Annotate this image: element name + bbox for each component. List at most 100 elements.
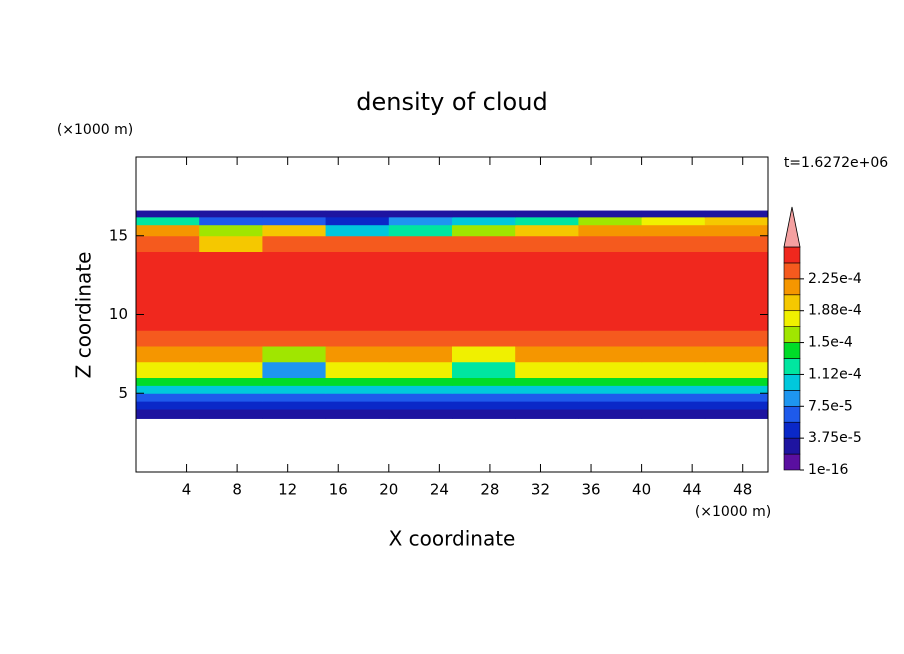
y-axis-label: Z coordinate xyxy=(72,252,96,379)
contour-cell xyxy=(136,224,200,237)
contour-cell xyxy=(199,330,263,347)
colorbar-box xyxy=(783,374,801,391)
contour-cell xyxy=(199,401,263,410)
contour-cell xyxy=(262,361,327,378)
contour-cell xyxy=(515,235,579,252)
x-axis-label: X coordinate xyxy=(389,527,516,551)
contour-cell xyxy=(515,377,579,386)
contour-cell xyxy=(704,401,769,410)
contour-cell xyxy=(388,393,453,402)
colorbar-label: 3.75e-5 xyxy=(808,430,862,446)
contour-cell xyxy=(704,235,769,252)
contour-cell xyxy=(452,361,516,378)
colorbar-box xyxy=(783,342,801,359)
contour-cell xyxy=(325,216,390,226)
contour-cell xyxy=(641,224,706,237)
contour-cell xyxy=(452,251,516,268)
contour-cell xyxy=(262,401,327,410)
contour-cell xyxy=(704,330,769,347)
contour-cell xyxy=(515,251,579,268)
x-tick-label: 24 xyxy=(430,481,449,499)
contour-cell xyxy=(325,267,390,331)
colorbar-box xyxy=(783,326,801,343)
contour-cell xyxy=(452,235,516,252)
chart-title: density of cloud xyxy=(356,88,547,116)
contour-cell xyxy=(388,210,453,218)
contour-cell xyxy=(452,210,516,218)
colorbar-box xyxy=(783,358,801,375)
contour-cell xyxy=(452,224,516,237)
contour-cell xyxy=(136,210,200,218)
contour-cell xyxy=(199,267,263,331)
contour-cell xyxy=(136,385,200,394)
contour-cell xyxy=(388,235,453,252)
contour-cell xyxy=(262,346,327,363)
x-tick-label: 16 xyxy=(329,481,348,499)
contour-cell xyxy=(704,210,769,218)
contour-cell xyxy=(325,235,390,252)
contour-cell xyxy=(515,210,579,218)
contour-cell xyxy=(199,210,263,218)
colorbar-box xyxy=(783,421,801,439)
contour-cell xyxy=(325,330,390,347)
contour-cell xyxy=(199,393,263,402)
contour-cell xyxy=(136,330,200,347)
contour-cell xyxy=(388,401,453,410)
contour-cell xyxy=(388,216,453,226)
contour-cell xyxy=(515,393,579,402)
contour-cell xyxy=(262,377,327,386)
contour-cell xyxy=(641,393,706,402)
x-tick-label: 44 xyxy=(683,481,702,499)
contour-cell xyxy=(578,235,643,252)
contour-cell xyxy=(325,377,390,386)
contour-cell xyxy=(452,385,516,394)
y-tick-label: 5 xyxy=(118,384,128,402)
contour-cell xyxy=(641,361,706,378)
contour-cell xyxy=(578,361,643,378)
contour-cell xyxy=(704,267,769,331)
x-tick-label: 20 xyxy=(379,481,398,499)
contour-cell xyxy=(578,330,643,347)
time-annotation: t=1.6272e+06 xyxy=(784,155,888,171)
x-tick-label: 12 xyxy=(278,481,297,499)
x-tick-label: 8 xyxy=(232,481,242,499)
contour-cell xyxy=(641,377,706,386)
contour-cell xyxy=(515,409,579,419)
x-tick-label: 32 xyxy=(531,481,550,499)
contour-cell xyxy=(199,346,263,363)
contour-cell xyxy=(515,267,579,331)
colorbar-box xyxy=(783,310,801,327)
contour-cell xyxy=(199,224,263,237)
contour-cell xyxy=(136,377,200,386)
contour-cell xyxy=(515,330,579,347)
contour-cell xyxy=(262,235,327,252)
contour-cell xyxy=(641,385,706,394)
contour-cell xyxy=(325,361,390,378)
x-tick-label: 48 xyxy=(733,481,752,499)
contour-cell xyxy=(704,385,769,394)
contour-cell xyxy=(325,385,390,394)
colorbar-label: 1.5e-4 xyxy=(808,335,853,351)
contour-cell xyxy=(388,385,453,394)
contour-cell xyxy=(136,409,200,419)
contour-cell xyxy=(388,377,453,386)
contour-cell xyxy=(704,346,769,363)
contour-cell xyxy=(641,235,706,252)
contour-cell xyxy=(325,224,390,237)
contour-cell xyxy=(262,251,327,268)
y-tick-label: 15 xyxy=(109,226,128,244)
contour-cell xyxy=(136,251,200,268)
colorbar-box xyxy=(783,246,801,264)
contour-cell xyxy=(262,385,327,394)
colorbar-box xyxy=(783,278,801,296)
contour-cell xyxy=(452,216,516,226)
contour-cell xyxy=(262,409,327,419)
x-unit: (×1000 m) xyxy=(695,504,771,520)
contour-cell xyxy=(136,346,200,363)
colorbar-label: 1.12e-4 xyxy=(808,366,862,382)
contour-cell xyxy=(578,210,643,218)
contour-cell xyxy=(262,224,327,237)
contour-cell xyxy=(578,224,643,237)
colorbar-label: 7.5e-5 xyxy=(808,398,853,414)
